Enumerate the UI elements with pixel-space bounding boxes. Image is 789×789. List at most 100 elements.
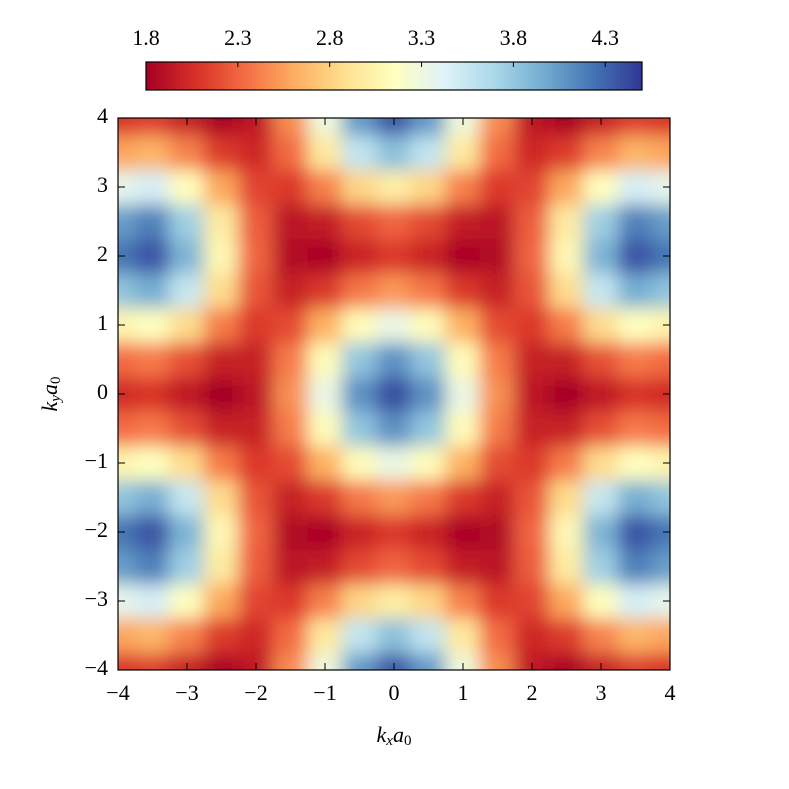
heatmap-cell <box>118 272 136 309</box>
heatmap-cell <box>548 583 585 619</box>
heatmap-cell <box>410 445 447 481</box>
colorbar <box>145 61 643 91</box>
heatmap-cell <box>341 238 378 274</box>
heatmap-cell <box>410 376 447 412</box>
heatmap-cell <box>548 410 585 447</box>
heatmap-cell <box>203 583 240 619</box>
heatmap-cell <box>479 238 516 274</box>
x-tick-label: 1 <box>458 680 469 705</box>
heatmap-cell <box>583 652 619 670</box>
heatmap-cell <box>410 134 447 171</box>
x-label-part: 0 <box>404 733 412 749</box>
heatmap-cell <box>341 169 378 205</box>
heatmap-cell <box>203 118 240 136</box>
heatmap-cell <box>341 272 378 309</box>
heatmap-cell <box>272 376 309 412</box>
heatmap-cell <box>203 445 240 481</box>
heatmap-cell <box>341 307 378 343</box>
heatmap-cell <box>410 272 447 309</box>
heatmap-cell <box>134 169 171 205</box>
heatmap-cell <box>445 652 481 670</box>
heatmap-cell <box>238 169 274 205</box>
heatmap-cell <box>479 341 516 378</box>
y-tick-label: 2 <box>97 241 108 266</box>
heatmap-cell <box>203 238 240 274</box>
heatmap-cell <box>118 479 136 516</box>
heatmap-cell <box>548 118 585 136</box>
x-tick-label: 4 <box>665 680 676 705</box>
heatmap-cell <box>169 341 205 378</box>
heatmap-cell <box>307 118 343 136</box>
heatmap-cell <box>203 272 240 309</box>
heatmap-cell <box>617 548 654 585</box>
heatmap-cell <box>652 514 670 550</box>
heatmap-cell <box>203 652 240 670</box>
heatmap-cell <box>238 203 274 240</box>
heatmap-cell <box>118 376 136 412</box>
heatmap-cell <box>410 583 447 619</box>
heatmap-cell <box>479 445 516 481</box>
colorbar-tick-label: 3.3 <box>408 25 436 50</box>
heatmap-cell <box>583 410 619 447</box>
heatmap-cell <box>238 583 274 619</box>
heatmap-cell <box>341 134 378 171</box>
heatmap-cell <box>238 341 274 378</box>
heatmap-cell <box>238 118 274 136</box>
heatmap-cell <box>376 652 412 670</box>
x-tick-label: 3 <box>596 680 607 705</box>
heatmap-cell <box>445 548 481 585</box>
heatmap-cell <box>548 203 585 240</box>
heatmap-cell <box>479 410 516 447</box>
heatmap-cell <box>548 134 585 171</box>
heatmap-cell <box>238 410 274 447</box>
heatmap-cell <box>514 238 550 274</box>
heatmap-cell <box>376 376 412 412</box>
heatmap-cell <box>376 272 412 309</box>
heatmap-cell <box>514 134 550 171</box>
heatmap-cell <box>514 617 550 654</box>
heatmap-cell <box>652 203 670 240</box>
heatmap-cell <box>652 410 670 447</box>
heatmap-cell <box>169 238 205 274</box>
heatmap-cell <box>548 307 585 343</box>
heatmap-cell <box>203 617 240 654</box>
heatmap-cell <box>445 479 481 516</box>
heatmap-cell <box>548 238 585 274</box>
heatmap-cell <box>617 479 654 516</box>
heatmap-cell <box>376 445 412 481</box>
y-tick-label: −1 <box>85 448 108 473</box>
colorbar-tick-label: 2.3 <box>224 25 252 50</box>
heatmap-cell <box>548 272 585 309</box>
heatmap-cell <box>134 410 171 447</box>
heatmap-cell <box>118 203 136 240</box>
heatmap-cell <box>617 617 654 654</box>
heatmap-cell <box>341 445 378 481</box>
y-axis-label: kya0 <box>37 377 64 412</box>
heatmap-cell <box>479 203 516 240</box>
heatmap-cell <box>514 410 550 447</box>
x-tick-label: −1 <box>313 680 336 705</box>
heatmap-cell <box>583 445 619 481</box>
heatmap-cell <box>134 548 171 585</box>
heatmap-cell <box>272 307 309 343</box>
heatmap-cell <box>479 583 516 619</box>
heatmap-cell <box>652 617 670 654</box>
heatmap-cell <box>514 479 550 516</box>
heatmap-cell <box>617 514 654 550</box>
heatmap-cell <box>203 134 240 171</box>
heatmap-cell <box>583 169 619 205</box>
heatmap-cell <box>479 118 516 136</box>
heatmap-cell <box>445 583 481 619</box>
heatmap-cell <box>445 307 481 343</box>
heatmap-cell <box>410 169 447 205</box>
x-label-part: a <box>393 722 404 747</box>
heatmap-cell <box>238 238 274 274</box>
heatmap-cell <box>652 479 670 516</box>
heatmap-cell <box>169 134 205 171</box>
heatmap-cell <box>652 169 670 205</box>
heatmap-cell <box>617 376 654 412</box>
heatmap-cell <box>410 118 447 136</box>
heatmap-cell <box>445 203 481 240</box>
heatmap-cell <box>445 272 481 309</box>
heatmap-cell <box>583 238 619 274</box>
